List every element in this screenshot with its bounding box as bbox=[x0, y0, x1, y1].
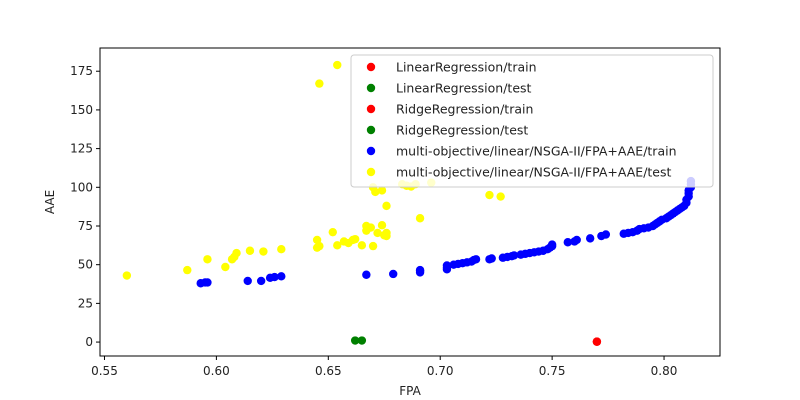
point-s4-15 bbox=[442, 261, 452, 270]
point-s4-42 bbox=[585, 234, 595, 243]
point-s5-21 bbox=[357, 241, 367, 250]
point-s5-33 bbox=[382, 201, 391, 211]
point-s4-39 bbox=[563, 238, 572, 247]
point-s4-41 bbox=[572, 235, 581, 245]
point-s5-13 bbox=[315, 79, 324, 88]
y-tick-label-7: 175 bbox=[70, 64, 93, 78]
legend: LinearRegression/train LinearRegression/t… bbox=[350, 54, 714, 188]
point-s5-20 bbox=[350, 234, 360, 244]
y-tick-label-1: 25 bbox=[78, 296, 93, 310]
legend-marker-3 bbox=[366, 125, 376, 135]
x-tick-label-4: 0.75 bbox=[539, 364, 566, 378]
point-s4-28 bbox=[509, 251, 519, 260]
point-s2-0 bbox=[592, 337, 602, 346]
x-tick-label-0: 0.55 bbox=[91, 364, 118, 378]
point-s5-0 bbox=[122, 271, 132, 280]
point-s5-30 bbox=[377, 221, 387, 230]
point-s5-15 bbox=[333, 241, 342, 250]
point-s4-38 bbox=[547, 240, 557, 249]
x-axis: 0.55 0.60 0.65 0.70 0.75 0.80 bbox=[91, 356, 677, 378]
point-s5-2 bbox=[203, 255, 212, 264]
legend-label-4: multi-objective/linear/NSGA-II/FPA+AAE/t… bbox=[396, 144, 677, 159]
legend-label-2: RidgeRegression/train bbox=[396, 102, 533, 117]
point-s4-9 bbox=[389, 269, 398, 279]
point-s4-3 bbox=[243, 276, 252, 286]
y-axis-title: AAE bbox=[43, 190, 57, 214]
point-s5-34 bbox=[382, 231, 391, 241]
legend-marker-1 bbox=[366, 83, 376, 93]
point-s1-0 bbox=[350, 336, 360, 345]
point-s5-29 bbox=[377, 186, 387, 195]
point-s4-8 bbox=[362, 270, 371, 279]
point-s4-24 bbox=[487, 254, 496, 263]
point-s4-4 bbox=[256, 276, 266, 286]
y-tick-label-0: 0 bbox=[85, 335, 93, 349]
x-tick-label-2: 0.65 bbox=[315, 364, 342, 378]
legend-label-1: LinearRegression/test bbox=[396, 81, 532, 96]
legend-marker-2 bbox=[366, 104, 376, 114]
x-tick-label-5: 0.80 bbox=[651, 364, 678, 378]
point-s5-3 bbox=[221, 262, 230, 272]
point-s4-2 bbox=[203, 278, 212, 287]
point-s4-6 bbox=[270, 272, 279, 282]
point-s5-7 bbox=[245, 246, 255, 255]
point-s5-1 bbox=[183, 265, 192, 275]
legend-box bbox=[350, 54, 714, 188]
point-s4-12 bbox=[415, 265, 425, 275]
y-tick-label-2: 50 bbox=[78, 258, 93, 272]
point-s5-42 bbox=[496, 192, 505, 201]
point-s5-27 bbox=[371, 187, 380, 197]
y-tick-label-4: 100 bbox=[70, 180, 93, 194]
point-s5-25 bbox=[368, 241, 378, 251]
y-tick-label-3: 75 bbox=[78, 219, 93, 233]
x-tick-label-1: 0.60 bbox=[203, 364, 230, 378]
legend-marker-0 bbox=[366, 62, 376, 72]
y-axis: 0 25 50 75 100 125 150 175 bbox=[70, 64, 100, 349]
point-s5-6 bbox=[232, 248, 241, 258]
point-s5-8 bbox=[259, 247, 268, 256]
legend-label-0: LinearRegression/train bbox=[396, 60, 537, 75]
point-s5-16 bbox=[333, 60, 342, 70]
legend-marker-5 bbox=[366, 167, 376, 177]
point-s5-9 bbox=[277, 245, 286, 254]
point-s5-12 bbox=[312, 235, 322, 245]
y-tick-label-5: 125 bbox=[70, 142, 93, 156]
point-s5-28 bbox=[373, 228, 382, 238]
point-s4-7 bbox=[277, 272, 286, 281]
point-s5-41 bbox=[485, 190, 494, 200]
plot-frame bbox=[99, 47, 721, 357]
legend-marker-4 bbox=[366, 146, 376, 156]
legend-label-3: RidgeRegression/test bbox=[396, 123, 528, 138]
legend-label-5: multi-objective/linear/NSGA-II/FPA+AAE/t… bbox=[396, 165, 672, 180]
point-s5-24 bbox=[366, 223, 376, 232]
y-tick-label-6: 150 bbox=[70, 103, 93, 117]
point-s3-0 bbox=[357, 336, 367, 345]
x-axis-title: FPA bbox=[399, 384, 421, 398]
x-tick-label-3: 0.70 bbox=[427, 364, 454, 378]
point-s4-22 bbox=[471, 255, 481, 264]
point-s5-39 bbox=[415, 214, 425, 223]
point-s5-14 bbox=[328, 227, 337, 237]
point-s4-44 bbox=[601, 230, 611, 239]
